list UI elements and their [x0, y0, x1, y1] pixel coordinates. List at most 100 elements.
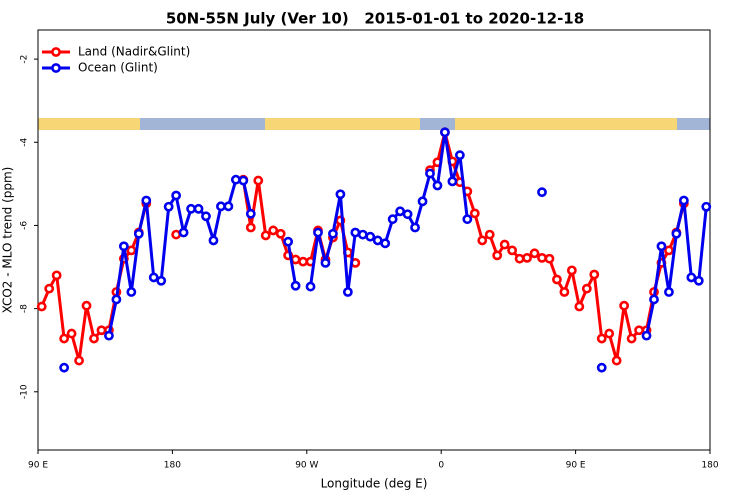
- data-point: [148, 272, 159, 283]
- data-point: [178, 227, 189, 238]
- data-point: [417, 196, 428, 207]
- x-tick-label: 90 E: [566, 461, 586, 471]
- data-point: [537, 252, 547, 263]
- land-ocean-strip: [38, 118, 710, 130]
- data-point: [126, 245, 137, 256]
- x-tick-label: 90 E: [28, 461, 48, 471]
- data-point: [552, 274, 562, 285]
- data-point: [141, 195, 152, 206]
- data-point: [484, 229, 495, 240]
- data-point: [193, 203, 204, 214]
- data-point: [626, 333, 637, 344]
- data-point: [313, 227, 323, 238]
- data-point: [104, 330, 114, 341]
- data-point: [335, 189, 346, 200]
- legend-label: Land (Nadir&Glint): [78, 45, 190, 59]
- data-point: [96, 325, 107, 336]
- data-point: [36, 301, 47, 312]
- data-point: [671, 228, 682, 239]
- data-point: [290, 280, 301, 291]
- data-point: [693, 275, 704, 286]
- data-point: [350, 227, 361, 238]
- data-point: [66, 328, 77, 339]
- data-point: [365, 231, 376, 242]
- x-tick-label: 180: [164, 461, 181, 471]
- data-point: [656, 241, 667, 252]
- data-point: [477, 235, 488, 246]
- x-tick-label: 180: [701, 461, 718, 471]
- data-point: [544, 253, 555, 264]
- data-point: [208, 235, 219, 246]
- data-point: [59, 333, 70, 344]
- data-point: [44, 283, 55, 294]
- data-point: [462, 214, 473, 225]
- series-line: [107, 130, 708, 336]
- data-point: [566, 265, 577, 276]
- data-point: [89, 333, 99, 344]
- data-point: [268, 225, 279, 236]
- data-point: [507, 245, 518, 256]
- data-point: [320, 257, 331, 268]
- data-point: [425, 168, 435, 179]
- data-point: [260, 230, 271, 241]
- data-point: [253, 175, 264, 186]
- data-point: [372, 235, 383, 246]
- y-tick-label: -4: [20, 138, 30, 147]
- data-point: [410, 222, 420, 233]
- data-point: [596, 333, 607, 344]
- data-point: [133, 228, 144, 239]
- y-tick-label: -8: [20, 304, 30, 313]
- y-tick-label: -6: [20, 221, 30, 230]
- land-strip: [38, 118, 140, 130]
- data-point: [664, 287, 674, 297]
- data-point: [216, 201, 226, 212]
- data-point: [492, 250, 503, 261]
- data-point: [678, 195, 689, 206]
- data-point: [171, 190, 182, 201]
- data-point: [634, 325, 644, 336]
- data-point: [447, 176, 458, 187]
- series: [59, 127, 712, 373]
- data-point: [230, 174, 241, 185]
- data-point: [223, 201, 234, 212]
- x-axis-label: Longitude (deg E): [321, 477, 428, 491]
- data-point: [111, 294, 122, 305]
- legend-marker: [51, 63, 61, 73]
- data-point: [649, 294, 659, 305]
- data-point: [581, 283, 592, 294]
- data-point: [432, 180, 443, 191]
- data-point: [245, 208, 256, 219]
- data-point: [156, 275, 167, 286]
- legend-label: Ocean (Glint): [78, 61, 158, 75]
- data-point: [596, 362, 607, 373]
- data-point: [537, 187, 547, 198]
- data-point: [305, 281, 316, 292]
- data-point: [589, 269, 600, 280]
- data-point: [574, 301, 585, 312]
- data-point: [619, 300, 630, 311]
- data-point: [163, 201, 174, 212]
- y-tick-label: -10: [20, 384, 30, 399]
- legend-marker: [51, 47, 61, 57]
- y-tick-label: -2: [20, 55, 30, 64]
- data-point: [81, 300, 92, 311]
- data-point: [201, 211, 211, 222]
- data-point: [126, 287, 137, 297]
- data-point: [342, 287, 353, 297]
- series: [36, 127, 689, 366]
- data-point: [51, 270, 62, 281]
- data-point: [238, 175, 249, 186]
- chart-title: 50N-55N July (Ver 10) 2015-01-01 to 2020…: [166, 10, 584, 28]
- plot-frame: [37, 29, 711, 451]
- data-point: [395, 206, 406, 217]
- data-point: [245, 222, 256, 233]
- data-point: [74, 355, 84, 366]
- data-point: [514, 253, 525, 264]
- data-point: [171, 229, 182, 240]
- data-point: [380, 238, 391, 249]
- data-point: [440, 127, 450, 138]
- data-point: [118, 241, 129, 252]
- x-tick-label: 0: [438, 461, 444, 471]
